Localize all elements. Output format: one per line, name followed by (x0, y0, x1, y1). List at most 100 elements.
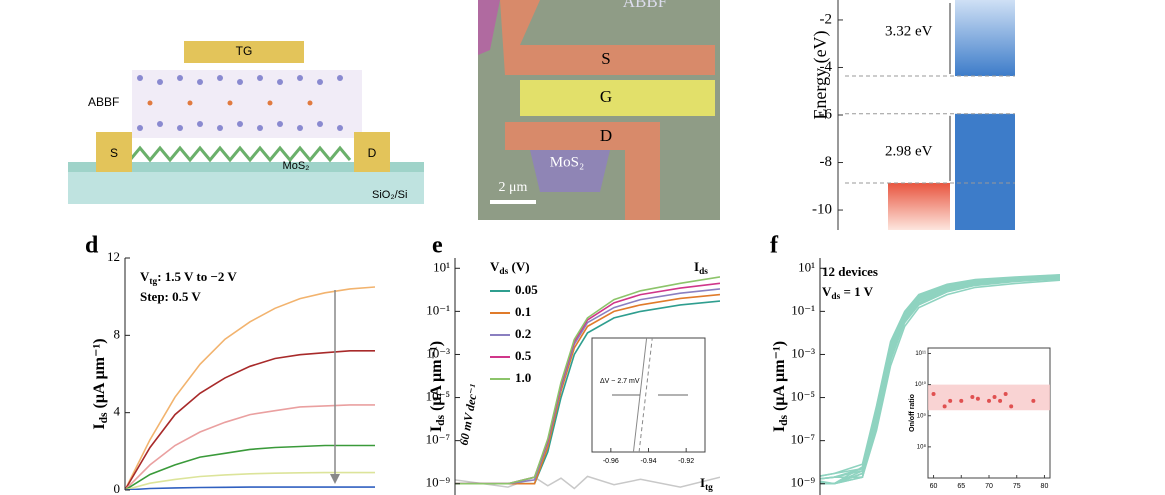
curve-label: Ids (694, 259, 708, 277)
text-piece: ds (778, 414, 790, 425)
y-tick-label: 10⁸ (917, 443, 927, 450)
y-tick-label: 10⁻³ (426, 345, 450, 360)
text-piece: V (140, 269, 150, 284)
y-axis-label: On/off ratio (909, 394, 916, 432)
ratio-range (928, 384, 1050, 411)
plot-area (820, 274, 1060, 485)
y-tick-label: -2 (820, 11, 833, 27)
data-line (820, 276, 1060, 485)
mos2-layer (128, 145, 352, 163)
curve-label: Itg (700, 475, 713, 493)
data-line (125, 286, 375, 490)
y-tick-label: 10⁻⁷ (791, 432, 815, 447)
conduction-band (955, 0, 1015, 77)
legend-label: 0.5 (515, 348, 532, 363)
y-tick-label: 10⁻⁵ (791, 389, 815, 404)
text-piece: (μA μm⁻¹) (428, 341, 445, 415)
mos2-flake (530, 150, 610, 192)
data-line (125, 350, 375, 490)
y-tick-label: 12 (107, 249, 120, 264)
text-piece: ds (831, 292, 840, 302)
inset-line (632, 337, 648, 453)
plot-area (125, 286, 375, 490)
source-label: S (601, 49, 610, 68)
text-piece: : 1.5 V to −2 V (157, 269, 237, 284)
legend-title: Vds (V) (490, 259, 530, 277)
ratio-point (931, 391, 936, 396)
y-axis-label: Energy (eV) (810, 30, 831, 119)
x-tick-label: -0.92 (678, 458, 694, 465)
data-line (455, 276, 720, 485)
inset-frame (591, 337, 706, 453)
flake (478, 0, 500, 55)
scale-label: 2 μm (499, 180, 528, 195)
abbf-atoms (137, 75, 343, 131)
text-piece: ds (499, 267, 508, 277)
ratio-point (970, 394, 975, 399)
source-label: S (110, 146, 118, 160)
drain-electrode (505, 122, 660, 220)
ratio-point (1009, 404, 1014, 409)
drain-contact (354, 132, 390, 172)
y-tick-label: 10⁻⁷ (426, 432, 450, 447)
data-line (125, 444, 375, 490)
x-tick-label: 70 (985, 483, 993, 490)
text-piece: tg (149, 277, 157, 287)
annotation: Vtg: 1.5 V to −2 V (140, 269, 237, 287)
plot-area (455, 276, 720, 490)
ratio-point (992, 394, 997, 399)
valence-band (955, 113, 1015, 230)
text-piece: = 1 V (840, 284, 873, 299)
substrate-top (68, 162, 424, 172)
gap-label: 3.32 eV (885, 23, 933, 39)
annotation: 60 mV dec⁻¹ (457, 383, 482, 447)
text-piece: I (700, 475, 705, 490)
ratio-point (1003, 391, 1008, 396)
panel-letter: e (432, 233, 443, 259)
y-tick-label: -10 (812, 201, 832, 217)
ratio-point (1031, 398, 1036, 403)
data-line (125, 471, 375, 490)
ratio-point (948, 398, 953, 403)
y-tick-label: -6 (820, 106, 833, 122)
x-tick-label: -0.96 (603, 458, 619, 465)
annotation: 12 devices (822, 264, 878, 279)
y-axis-label: Ids (μA μm⁻¹) (428, 341, 447, 432)
channel-label: MoS₂ (283, 160, 310, 172)
legend-label: 0.1 (515, 304, 531, 319)
y-tick-label: 0 (114, 481, 121, 495)
text-piece: Step: 0.5 V (140, 289, 201, 304)
y-tick-label: 10¹ (798, 259, 815, 274)
gap-label: 2.98 eV (885, 143, 933, 159)
y-tick-label: 4 (114, 404, 121, 419)
data-line (455, 293, 720, 485)
gate-electrode (520, 80, 715, 116)
text-piece: (μA μm⁻¹) (91, 338, 108, 412)
ratio-point (975, 396, 980, 401)
text-piece: I (694, 259, 699, 274)
y-tick-label: 10⁻¹ (426, 302, 450, 317)
y-tick-label: 10¹ (433, 259, 450, 274)
annotation: Vds = 1 V (822, 284, 874, 302)
data-line (125, 404, 375, 490)
y-tick-label: -8 (820, 154, 833, 170)
y-tick-label: 10¹¹ (915, 351, 926, 357)
drain-label: D (600, 126, 612, 145)
abbf-layer (132, 70, 362, 138)
substrate-label: SiO₂/Si (372, 189, 407, 201)
ratio-point (942, 404, 947, 409)
ratio-point (987, 398, 991, 403)
y-axis-label: Ids (μA μm⁻¹) (771, 341, 790, 432)
legend-label: 0.2 (515, 326, 531, 341)
channel-label: MoS₂ (550, 154, 584, 170)
text-piece: V (490, 259, 500, 274)
data-line (820, 274, 1060, 477)
y-tick-label: 10⁻⁹ (791, 475, 816, 490)
x-tick-label: 80 (1041, 483, 1049, 490)
text-piece: ds (435, 414, 447, 425)
top-gate (184, 41, 304, 63)
panel-letter: d (85, 233, 99, 259)
inset-annotation: ΔV ~ 2.7 mV (600, 378, 640, 385)
text-piece: V (822, 284, 832, 299)
